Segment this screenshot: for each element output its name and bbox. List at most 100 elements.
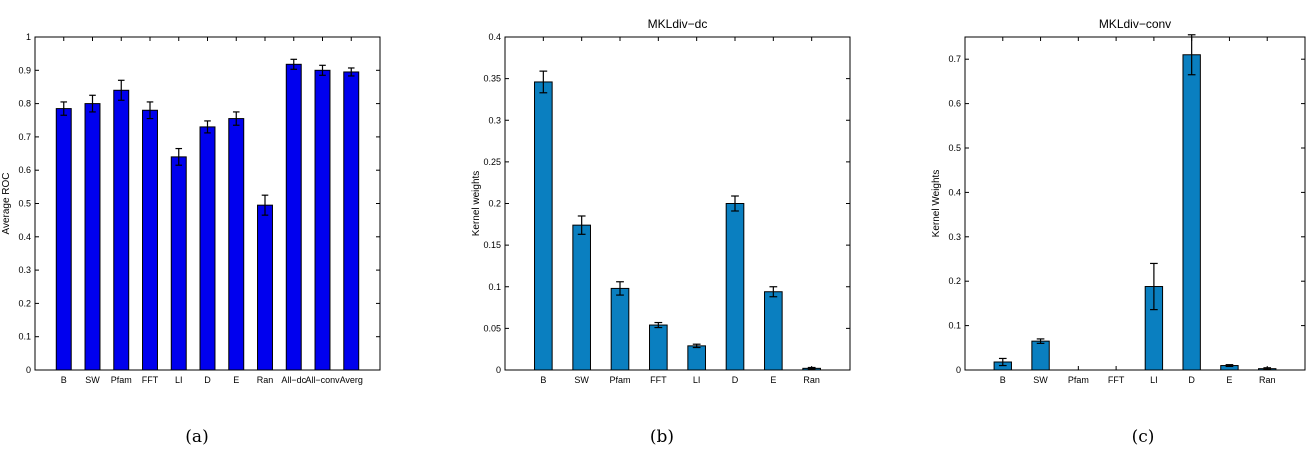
error-bar-7 xyxy=(232,111,240,126)
y-tick-label: 0.5 xyxy=(18,199,31,209)
error-bar-8 xyxy=(807,366,816,370)
x-tick-label: Pfam xyxy=(1068,375,1089,385)
chart-1: 0 0.1 0.2 0.3 0.4 0.5 0.6 0.7 0.8 0.9 1 B SW Pfam FFT L… xyxy=(1,32,381,447)
y-tick-label: 0.6 xyxy=(18,165,31,175)
y-axis-label: Average ROC xyxy=(1,172,12,234)
panel-caption: (c) xyxy=(1132,427,1155,447)
y-axis-label: Kernel Weights xyxy=(931,170,942,238)
x-tick-label: SW xyxy=(85,375,100,385)
x-tick-label: All−conv xyxy=(305,375,340,385)
error-bar-2 xyxy=(89,94,96,113)
x-tick-label: Averg xyxy=(340,375,363,385)
error-bar-6 xyxy=(731,195,739,212)
x-tick-label: Ran xyxy=(803,375,820,385)
error-bar-5 xyxy=(692,343,701,349)
x-tick-label: Pfam xyxy=(111,375,132,385)
chart-3: 0 0.1 0.2 0.3 0.4 0.5 0.6 0.7 B SW Pfam FFT LI D E Ran M… xyxy=(931,17,1306,447)
y-tick-label: 0.1 xyxy=(948,321,961,331)
x-tick-label: FFT xyxy=(1108,375,1125,385)
bar-10 xyxy=(314,69,331,371)
x-tick-label: E xyxy=(1226,375,1232,385)
error-bar-10 xyxy=(319,64,326,76)
x-tick-label: All−dc xyxy=(281,375,306,385)
y-tick-label: 0.05 xyxy=(483,323,501,333)
bar-5 xyxy=(170,156,187,371)
chart-title: MKLdiv−conv xyxy=(1099,17,1171,31)
plot-frame xyxy=(504,36,851,371)
error-bar-3 xyxy=(616,281,624,296)
y-tick-label: 0.25 xyxy=(483,157,501,167)
chart-title: MKLdiv−dc xyxy=(648,17,708,31)
bar-2 xyxy=(1031,340,1050,371)
error-bar-1 xyxy=(539,70,548,94)
y-tick-label: 0.15 xyxy=(483,240,501,250)
panel-caption: (a) xyxy=(185,427,208,447)
y-tick-label: 0.5 xyxy=(948,143,961,153)
bar-6 xyxy=(199,126,216,371)
x-tick-label: Ran xyxy=(1259,375,1276,385)
y-axis-label: Kernel weights xyxy=(471,171,482,237)
panel-caption: (b) xyxy=(650,427,674,447)
error-bar-6 xyxy=(204,120,211,134)
error-bar-4 xyxy=(146,101,154,120)
y-tick-label: 0.9 xyxy=(18,65,31,75)
x-tick-label: B xyxy=(1000,375,1006,385)
x-tick-label: E xyxy=(233,375,239,385)
y-tick-label: 0.4 xyxy=(948,187,961,197)
y-tick-label: 0.2 xyxy=(18,298,31,308)
error-bar-2 xyxy=(1036,338,1045,344)
error-bar-3 xyxy=(117,79,125,101)
y-tick-label: 1 xyxy=(26,32,31,42)
y-tick-label: 0.3 xyxy=(488,115,501,125)
bar-7 xyxy=(764,291,783,371)
x-tick-label: SW xyxy=(1033,375,1048,385)
bar-5 xyxy=(687,345,706,371)
y-tick-label: 0.35 xyxy=(483,74,501,84)
x-tick-label: LI xyxy=(175,375,183,385)
y-tick-label: 0.2 xyxy=(488,199,501,209)
chart-2: 0 0.05 0.1 0.15 0.2 0.25 0.3 0.35 0.4 B SW Pfam FFT L… xyxy=(471,17,851,447)
x-tick-label: LI xyxy=(1150,375,1158,385)
y-tick-label: 0.3 xyxy=(18,265,31,275)
y-tick-label: 0.1 xyxy=(488,282,501,292)
error-bar-1 xyxy=(998,357,1007,367)
y-tick-label: 0.4 xyxy=(18,232,31,242)
bar-1 xyxy=(534,81,553,371)
error-bar-4 xyxy=(654,321,663,329)
x-tick-label: SW xyxy=(574,375,589,385)
bar-3 xyxy=(610,287,630,371)
error-bar-5 xyxy=(1150,262,1158,311)
error-bar-5 xyxy=(175,147,183,166)
bar-4 xyxy=(649,324,668,371)
error-bar-7 xyxy=(769,286,778,298)
bar-2 xyxy=(84,103,101,371)
bar-1 xyxy=(55,108,72,371)
x-tick-label: E xyxy=(770,375,776,385)
x-tick-label: B xyxy=(540,375,546,385)
error-bar-8 xyxy=(261,194,269,216)
bar-4 xyxy=(142,109,158,371)
y-tick-label: 0.7 xyxy=(948,54,961,64)
bar-6 xyxy=(725,203,745,371)
x-tick-label: D xyxy=(204,375,211,385)
x-tick-label: FFT xyxy=(142,375,159,385)
error-bar-8 xyxy=(1263,367,1272,371)
error-bar-1 xyxy=(60,101,68,116)
bar-6 xyxy=(1182,54,1201,371)
error-bar-6 xyxy=(1187,34,1196,76)
y-tick-label: 0.8 xyxy=(18,99,31,109)
x-tick-label: Pfam xyxy=(609,375,630,385)
bar-7 xyxy=(228,118,245,371)
bar-2 xyxy=(572,224,591,371)
plot-frame xyxy=(964,36,1306,371)
x-tick-label: LI xyxy=(693,375,701,385)
bar-3 xyxy=(113,89,130,371)
x-tick-label: FFT xyxy=(650,375,667,385)
y-tick-label: 0.6 xyxy=(948,99,961,109)
x-tick-label: Ran xyxy=(257,375,274,385)
error-bar-2 xyxy=(577,215,586,235)
y-tick-label: 0 xyxy=(26,365,31,375)
bar-8 xyxy=(257,204,273,371)
error-bar-7 xyxy=(1225,364,1234,368)
